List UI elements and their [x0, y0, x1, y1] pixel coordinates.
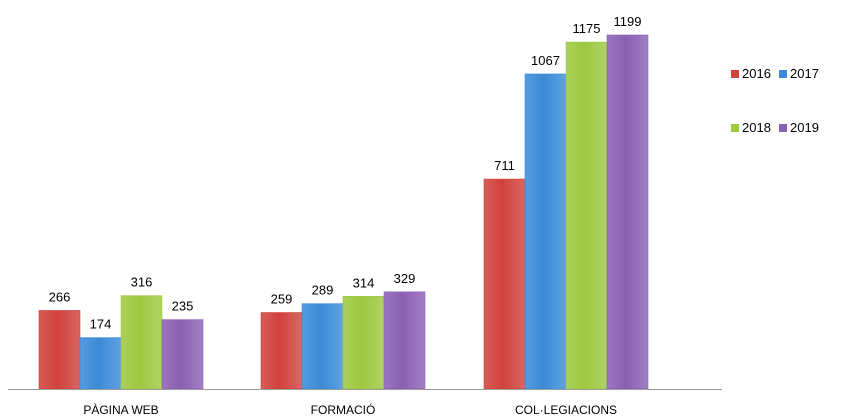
data-label-2017-1: 289 [312, 283, 334, 298]
legend-item-2018: 2018 [731, 120, 771, 135]
legend-swatch-2017 [779, 69, 787, 78]
data-label-2018-0: 316 [131, 275, 153, 290]
bar-2019-1 [383, 291, 426, 390]
legend-swatch-2019 [779, 123, 787, 132]
bar-2018-1 [342, 295, 385, 390]
legend-label-2018: 2018 [742, 120, 771, 135]
bar-2019-2 [606, 34, 649, 390]
data-label-2019-0: 235 [172, 299, 194, 314]
bar-2019-0 [161, 319, 204, 390]
bar-2018-0 [120, 295, 163, 390]
legend-label-2016: 2016 [742, 66, 771, 81]
x-tick-label-0: PÀGINA WEB [83, 402, 158, 417]
legend-label-2019: 2019 [790, 120, 819, 135]
legend-item-2016: 2016 [731, 66, 771, 81]
data-label-2017-2: 1067 [531, 53, 560, 68]
legend-item-2017: 2017 [779, 66, 819, 81]
legend-label-2017: 2017 [790, 66, 819, 81]
data-label-2018-1: 314 [353, 275, 375, 290]
data-label-2016-2: 711 [494, 158, 515, 173]
data-label-2017-0: 174 [90, 317, 112, 332]
bar-2018-2 [565, 41, 608, 390]
bar-2016-0 [38, 310, 81, 390]
legend-swatch-2016 [731, 69, 739, 78]
legend-swatch-2018 [731, 123, 739, 132]
chart-legend: 2016 2017 2018 2019 [731, 60, 849, 140]
data-label-2019-2: 1199 [614, 14, 642, 29]
x-tick-label-2: COL·LEGIACIONS [515, 403, 617, 417]
bar-2016-2 [483, 178, 526, 390]
x-tick-label-1: FORMACIÓ [311, 402, 376, 417]
bar-2017-0 [79, 337, 122, 390]
bar-2016-1 [260, 312, 303, 390]
legend-item-2019: 2019 [779, 120, 819, 135]
data-label-2016-1: 259 [271, 292, 293, 307]
bar-2017-1 [301, 303, 344, 390]
data-label-2016-0: 266 [49, 289, 71, 304]
data-label-2019-1: 329 [394, 271, 416, 286]
bar-2017-2 [524, 73, 567, 390]
data-label-2018-2: 1175 [573, 21, 601, 36]
